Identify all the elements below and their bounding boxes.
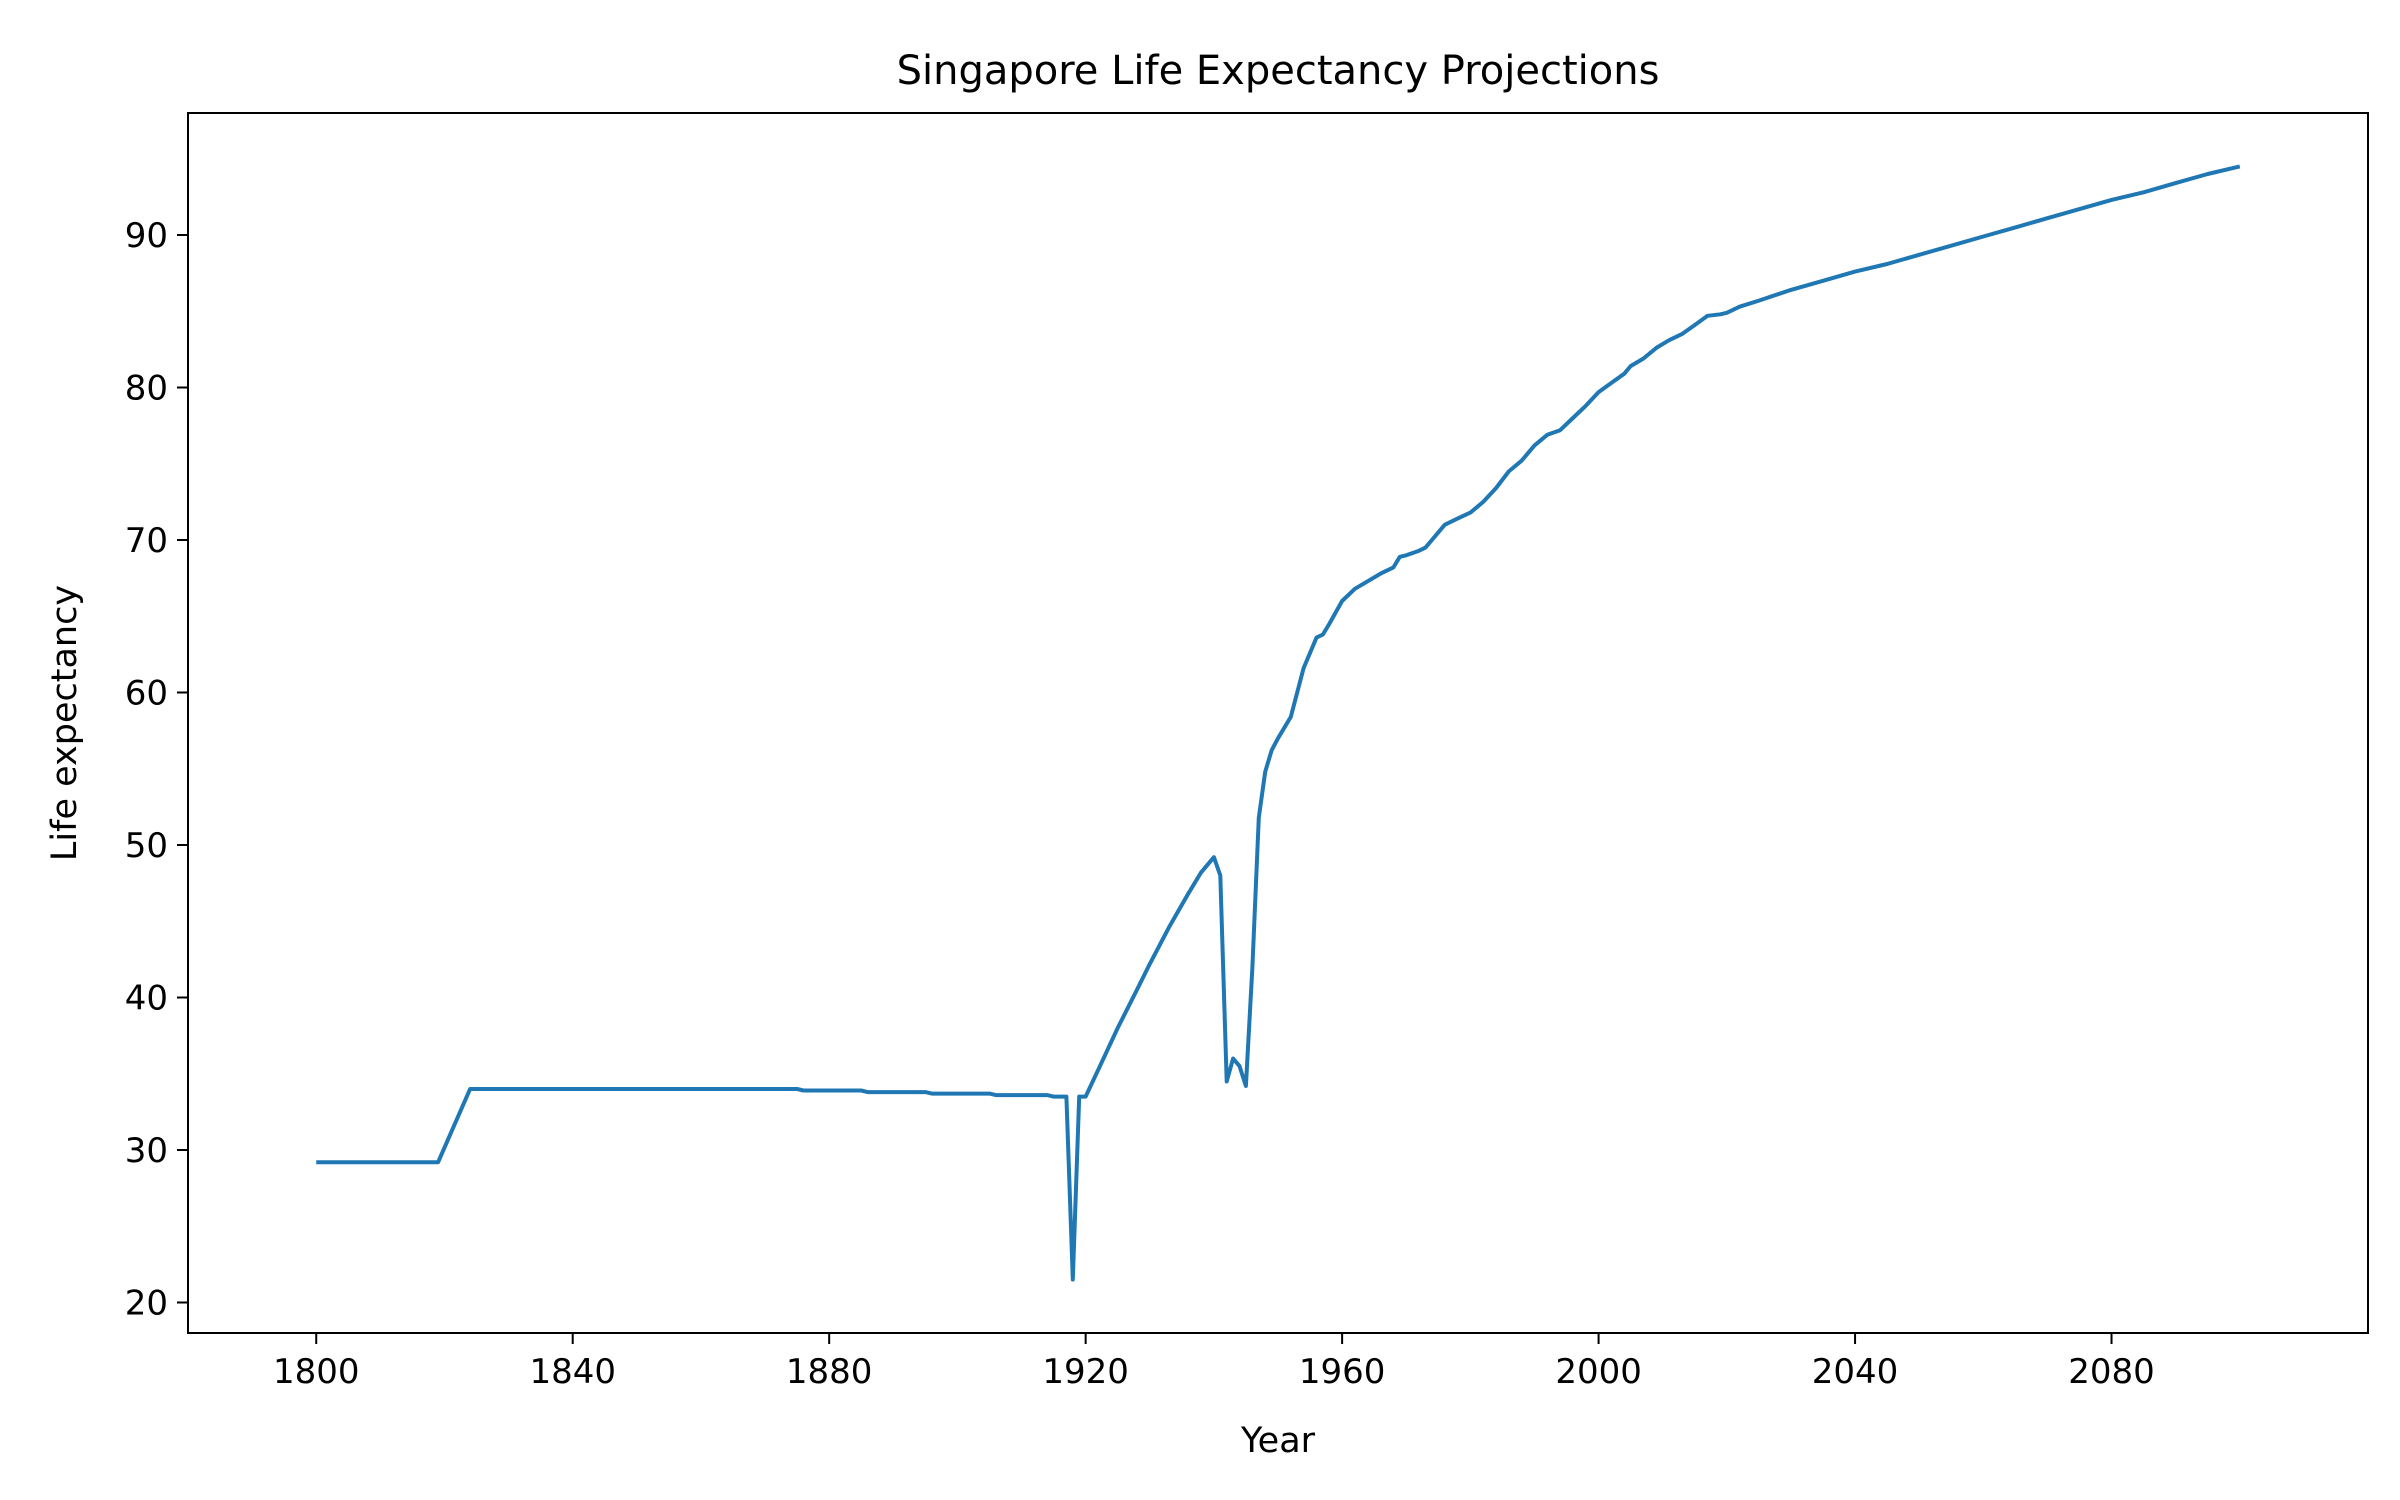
chart-title: Singapore Life Expectancy Projections: [897, 48, 1660, 94]
y-tick-label: 70: [125, 521, 168, 561]
x-tick-label: 2000: [1555, 1352, 1642, 1392]
x-tick-label: 2080: [2068, 1352, 2155, 1392]
x-tick-label: 1960: [1299, 1352, 1386, 1392]
x-tick-label: 1800: [273, 1352, 360, 1392]
x-tick-label: 1880: [786, 1352, 873, 1392]
y-tick-label: 40: [125, 979, 168, 1019]
x-axis-label: Year: [1240, 1421, 1316, 1461]
series-line-0: [316, 164, 2241, 1282]
y-tick-label: 80: [125, 369, 168, 409]
x-tick-label: 1920: [1042, 1352, 1129, 1392]
y-axis-ticks: 20 30 40 50 60 70 80 90: [125, 216, 188, 1324]
x-tick-label: 2040: [1812, 1352, 1899, 1392]
y-tick-label: 50: [125, 826, 168, 866]
y-axis-label: Life expectancy: [45, 585, 85, 861]
x-axis-ticks: 1800 1840 1880 1920 1960 2000 2040 2080: [273, 1333, 2155, 1392]
x-tick-label: 1840: [529, 1352, 616, 1392]
y-tick-label: 60: [125, 674, 168, 714]
plot-frame: [187, 112, 2369, 1334]
y-tick-label: 90: [125, 216, 168, 256]
plot-layer: [316, 164, 2241, 1282]
y-tick-label: 20: [125, 1284, 168, 1324]
y-tick-label: 30: [125, 1131, 168, 1171]
